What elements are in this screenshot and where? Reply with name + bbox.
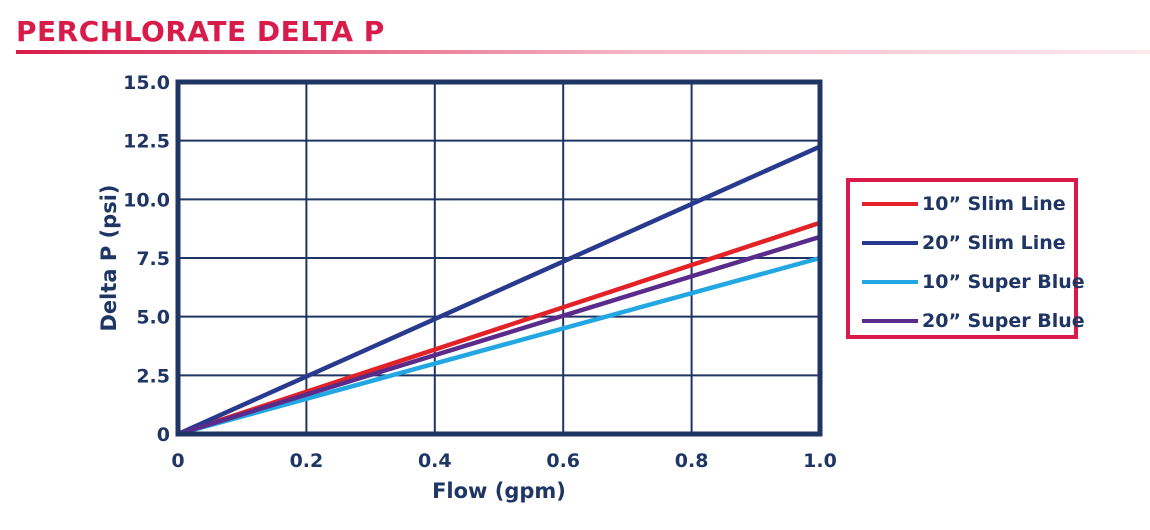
x-tick-label: 0 <box>171 450 184 472</box>
legend-item: 10” Slim Line <box>862 190 1066 218</box>
legend-item: 20” Super Blue <box>862 307 1085 335</box>
legend-label: 20” Slim Line <box>922 232 1066 254</box>
x-tick-label: 0.6 <box>546 450 580 472</box>
y-tick-label: 10.0 <box>123 189 170 211</box>
title-underline <box>16 50 1150 54</box>
y-tick-label: 0 <box>157 424 170 446</box>
series-line <box>177 144 821 437</box>
y-tick-label: 2.5 <box>136 365 170 387</box>
legend-swatch <box>862 202 918 206</box>
x-tick-label: 0.4 <box>418 450 452 472</box>
legend-item: 20” Slim Line <box>862 229 1066 257</box>
legend-label: 20” Super Blue <box>922 310 1085 332</box>
y-tick-label: 12.5 <box>123 131 170 153</box>
series-line <box>177 255 821 437</box>
legend-label: 10” Slim Line <box>922 193 1066 215</box>
x-tick-label: 0.8 <box>675 450 709 472</box>
x-axis-label: Flow (gpm) <box>432 479 566 503</box>
legend-item: 10” Super Blue <box>862 268 1085 296</box>
y-tick-label: 15.0 <box>123 72 170 94</box>
y-tick-label: 5.0 <box>136 307 170 329</box>
chart-legend: 10” Slim Line 20” Slim Line 10” Super Blue… <box>846 178 1085 339</box>
y-tick-labels: 0 2.5 5.0 7.5 10.0 12.5 15.0 <box>123 72 170 446</box>
legend-swatch <box>862 241 918 245</box>
legend-swatch <box>862 280 918 284</box>
plot-frame <box>175 79 823 437</box>
y-axis-label: Delta P (psi) <box>97 184 121 331</box>
series-lines <box>177 144 821 437</box>
x-tick-label: 0.2 <box>290 450 324 472</box>
y-tick-label: 7.5 <box>136 248 170 270</box>
page-title: PERCHLORATE DELTA P <box>16 15 385 48</box>
x-tick-labels: 0 0.2 0.4 0.6 0.8 1.0 <box>171 450 836 472</box>
legend-label: 10” Super Blue <box>922 271 1085 293</box>
legend-swatch <box>862 319 918 323</box>
series-line <box>177 234 821 437</box>
grid-lines <box>178 82 820 434</box>
x-tick-label: 1.0 <box>803 450 837 472</box>
